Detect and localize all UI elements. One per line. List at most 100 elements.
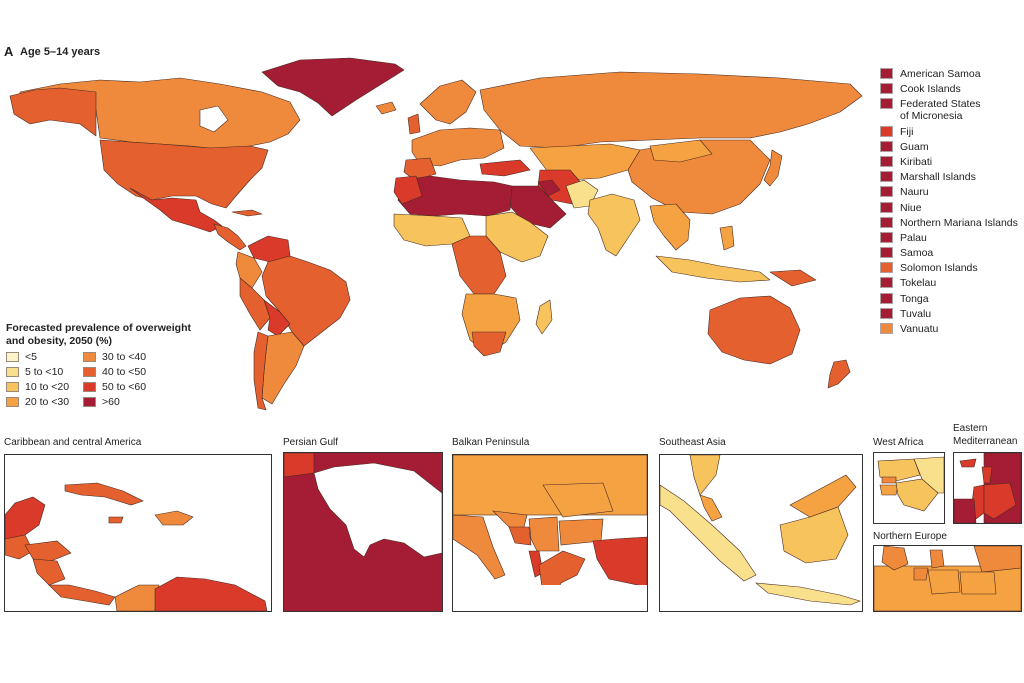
inset-northern-europe: [873, 545, 1022, 612]
region-central-africa: [451, 235, 507, 295]
inset-title-west-africa: West Africa: [873, 437, 924, 448]
legend-label: Samoa: [900, 247, 934, 260]
legend-swatch: [880, 140, 893, 152]
region-hispaniola: [154, 510, 194, 526]
inset-title-northern-europe: Northern Europe: [873, 531, 947, 542]
region-cuba: [231, 209, 263, 217]
region-north-africa: [397, 175, 513, 217]
region-cyprus: [959, 458, 977, 468]
legend-swatch: [880, 125, 893, 137]
region-gulf-water: [313, 462, 442, 558]
legend-swatch: [880, 83, 893, 95]
region-baltics: [973, 546, 1021, 573]
legend-swatch: [880, 292, 893, 304]
legend-swatch: [83, 352, 96, 362]
inset-balkan: [452, 454, 648, 612]
region-philippines: [719, 225, 735, 251]
legend-swatch: [880, 323, 893, 334]
legend-bin-label: 10 to <20: [25, 381, 70, 393]
region-borneo-malaysia: [789, 474, 857, 518]
legend-item-vanuatu: Vanuatu: [880, 323, 1024, 335]
panel-title: Age 5–14 years: [20, 46, 101, 58]
legend-item-cook-islands: Cook Islands: [880, 83, 1024, 95]
legend-bin-label: <5: [25, 351, 37, 363]
legend-label: Tonga: [900, 292, 929, 305]
region-india: [587, 193, 641, 257]
inset-title-caribbean: Caribbean and central America: [4, 437, 142, 448]
legend-bin: 20 to <30: [6, 396, 83, 408]
region-uk: [407, 113, 421, 135]
inset-caribbean-map: [5, 482, 268, 611]
inset-title-balkan: Balkan Peninsula: [452, 437, 530, 448]
region-kuwait: [284, 453, 315, 478]
region-alaska: [9, 87, 97, 137]
world-map: [9, 57, 863, 411]
region-egypt: [954, 498, 977, 523]
region-new-zealand: [827, 359, 851, 389]
legend-item-american-samoa: American Samoa: [880, 68, 1024, 80]
legend-item-tonga: Tonga: [880, 292, 1024, 305]
legend-item-kiribati: Kiribati: [880, 155, 1024, 168]
inset-title-southeast-asia: Southeast Asia: [659, 437, 726, 448]
region-bosnia: [508, 526, 532, 546]
region-mongolia: [649, 139, 713, 163]
legend-swatch: [880, 98, 893, 110]
region-sea: [453, 585, 647, 611]
legend-label: American Samoa: [900, 68, 981, 80]
legend-label: Cook Islands: [900, 83, 961, 96]
legend-swatch: [880, 277, 893, 289]
legend-swatch: [6, 367, 19, 377]
legend-label: Solomon Islands: [900, 262, 978, 275]
region-guatemala: [5, 534, 34, 560]
legend-swatch: [880, 216, 893, 228]
small-states-legend: American Samoa Cook Islands Federated St…: [880, 68, 1024, 338]
region-lebanon: [981, 466, 993, 484]
legend-bin: 5 to <10: [6, 366, 83, 378]
legend-swatch: [83, 397, 96, 407]
region-serbia: [528, 516, 560, 552]
legend-swatch: [880, 307, 893, 319]
legend-swatch: [880, 201, 893, 213]
legend-bin-label: >60: [102, 396, 120, 408]
legend-item-samoa: Samoa: [880, 247, 1024, 259]
region-honduras: [24, 540, 72, 562]
legend-swatch: [880, 68, 893, 79]
legend-label: Tuvalu: [900, 307, 932, 320]
legend-title-line2: and obesity, 2050 (%): [6, 335, 113, 347]
inset-persian-gulf: [283, 452, 443, 612]
inset-persian-gulf-map: [284, 453, 442, 611]
legend-swatch: [880, 262, 893, 274]
inset-west-africa: [873, 452, 945, 524]
inset-northern-europe-map: [874, 546, 1021, 611]
region-turkey: [592, 536, 647, 588]
region-poland: [959, 571, 997, 595]
legend-label: Federated States: [900, 98, 981, 111]
legend-bin: <5: [6, 351, 83, 363]
region-cuba: [64, 482, 144, 506]
legend-label: Tokelau: [900, 277, 937, 290]
legend-label: Niue: [900, 201, 922, 214]
inset-title-eastern-med-line2: Mediterranean: [953, 436, 1018, 447]
legend-swatch: [880, 171, 893, 183]
legend-bin-label: 50 to <60: [102, 381, 147, 393]
inset-title-persian-gulf: Persian Gulf: [283, 437, 339, 448]
region-morocco: [393, 175, 423, 205]
region-netherlands: [913, 567, 929, 581]
legend-label: Marshall Islands: [900, 171, 976, 184]
legend-item-tokelau: Tokelau: [880, 277, 1024, 289]
region-gambia: [881, 476, 897, 484]
region-iceland: [375, 101, 397, 115]
legend-swatch: [83, 382, 96, 392]
legend-bin: 10 to <20: [6, 381, 83, 393]
legend-label: Fiji: [900, 125, 914, 138]
region-japan: [763, 149, 783, 187]
region-denmark: [929, 549, 945, 569]
region-chile: [253, 331, 269, 411]
region-gulf: [537, 179, 561, 197]
region-central-america: [213, 223, 247, 251]
legend-swatch: [880, 155, 893, 167]
region-brazil: [261, 255, 351, 347]
region-southeast-asia-mainland: [649, 203, 691, 251]
region-guinea-bissau: [879, 484, 899, 496]
inset-balkan-map: [453, 455, 647, 611]
